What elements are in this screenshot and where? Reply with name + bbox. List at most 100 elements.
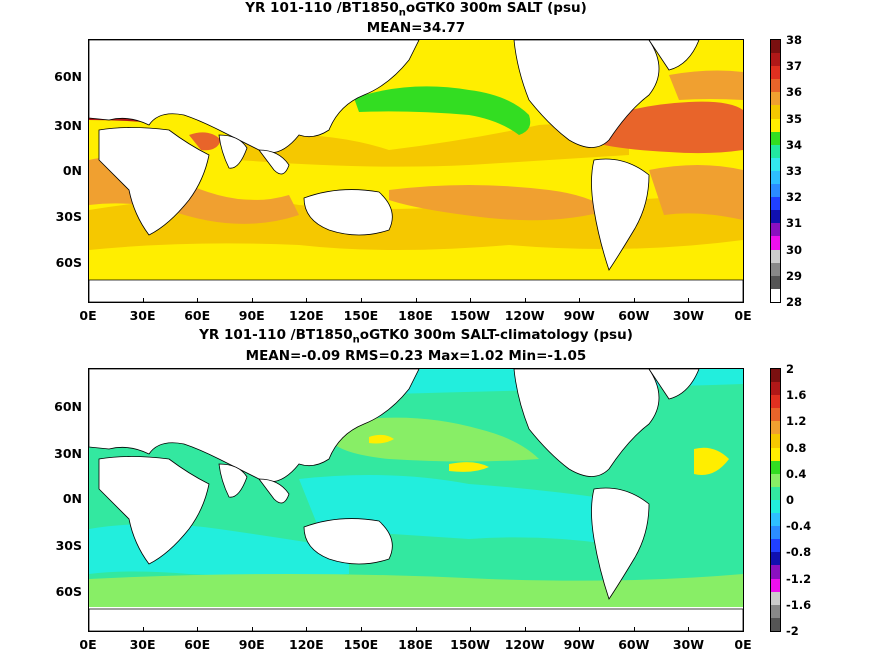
colorbar-swatch	[771, 591, 780, 605]
colorbar-swatch	[771, 447, 780, 461]
colorbar-label: 0.4	[786, 466, 807, 481]
lon-label: 90W	[563, 637, 595, 652]
lat-label: 60N	[54, 399, 82, 414]
lon-tick	[88, 627, 89, 632]
lon-tick	[470, 627, 472, 632]
lon-tick	[579, 298, 581, 303]
colorbar-swatch	[771, 369, 780, 383]
colorbar-swatch	[771, 486, 780, 500]
lon-label: 150W	[450, 637, 491, 652]
colorbar-label: 29	[786, 268, 803, 283]
lon-tick	[579, 627, 581, 632]
colorbar-top	[770, 39, 781, 303]
lat-label: 60S	[55, 584, 82, 599]
lon-label: 30W	[672, 308, 704, 323]
lon-label: 120W	[504, 637, 545, 652]
lon-label: 150W	[450, 308, 491, 323]
lat-label: 60S	[55, 255, 82, 270]
lon-tick	[688, 298, 690, 303]
lon-tick	[197, 298, 199, 303]
lon-label: 90E	[238, 308, 265, 323]
colorbar-label: 33	[786, 164, 803, 178]
colorbar-label: 35	[786, 111, 803, 126]
lon-label: 0E	[79, 308, 97, 323]
lon-tick	[251, 298, 253, 303]
lon-label: 30W	[672, 637, 704, 652]
colorbar-swatch	[771, 40, 780, 54]
lon-label: 90E	[238, 637, 265, 652]
colorbar-swatch	[771, 408, 780, 422]
colorbar-swatch	[771, 473, 780, 487]
colorbar-swatch	[771, 223, 780, 237]
lon-tick	[306, 298, 308, 303]
salinity-map-top	[88, 39, 744, 303]
colorbar-label: 1.6	[786, 388, 807, 403]
lon-label: 30E	[129, 308, 156, 323]
colorbar-label: 1.2	[786, 414, 807, 429]
lon-tick	[415, 298, 417, 303]
lon-tick	[142, 627, 144, 632]
lat-label: 30N	[54, 118, 82, 133]
colorbar-swatch	[771, 395, 780, 409]
colorbar-swatch	[771, 170, 780, 185]
colorbar-swatch	[771, 105, 780, 119]
colorbar-swatch	[771, 131, 780, 145]
colorbar-swatch	[771, 262, 780, 276]
colorbar-swatch	[771, 526, 780, 540]
lon-tick	[360, 627, 362, 632]
lon-label: 0E	[734, 637, 752, 652]
colorbar-swatch	[771, 552, 780, 566]
colorbar-label: -1.6	[786, 597, 812, 612]
colorbar-swatch	[771, 604, 780, 618]
map-stats-top: MEAN=34.77	[366, 20, 466, 36]
lat-label: 30S	[55, 538, 82, 553]
lon-label: 0E	[79, 637, 97, 652]
colorbar-swatch	[771, 249, 780, 263]
lon-label: 120E	[289, 637, 324, 652]
colorbar-swatch	[771, 236, 780, 250]
colorbar-label: 36	[786, 85, 803, 100]
colorbar-label: -0.4	[786, 519, 812, 534]
lon-tick	[415, 627, 417, 632]
colorbar-swatch	[771, 79, 780, 93]
colorbar-swatch	[771, 275, 780, 289]
lon-tick	[633, 298, 635, 303]
lon-tick	[360, 298, 362, 303]
lon-label: 120E	[289, 308, 324, 323]
colorbar-swatch	[771, 144, 780, 158]
lon-tick	[633, 627, 635, 632]
lon-label: 30E	[129, 637, 156, 652]
salinity-diff-map-bottom	[88, 368, 744, 632]
lat-label: 30S	[55, 209, 82, 224]
map-stats-bottom: MEAN=-0.09 RMS=0.23 Max=1.02 Min=-1.05	[245, 348, 587, 364]
lat-label: 30N	[54, 446, 82, 461]
colorbar-label: 0	[786, 493, 795, 507]
lon-label: 60E	[184, 637, 211, 652]
colorbar-swatch	[771, 92, 780, 106]
colorbar-swatch	[771, 53, 780, 67]
lon-label: 60W	[618, 637, 650, 652]
colorbar-swatch	[771, 499, 780, 514]
colorbar-label: -0.8	[786, 545, 812, 560]
colorbar-label: 37	[786, 59, 803, 74]
lat-label: 0N	[62, 491, 82, 506]
map-title-top: YR 101-110 /BT1850noGTK0 300m SALT (psu)	[245, 0, 587, 19]
colorbar-swatch	[771, 513, 780, 527]
lon-tick	[743, 627, 744, 632]
colorbar-swatch	[771, 578, 780, 592]
colorbar-swatch	[771, 118, 780, 132]
colorbar-label: 38	[786, 33, 803, 47]
colorbar-label: 31	[786, 216, 803, 231]
colorbar-swatch	[771, 210, 780, 224]
lon-tick	[142, 298, 144, 303]
colorbar-label: 30	[786, 242, 803, 257]
colorbar-swatch	[771, 565, 780, 579]
lon-label: 120W	[504, 308, 545, 323]
lon-label: 60E	[184, 308, 211, 323]
lon-label: 180E	[398, 637, 433, 652]
lon-tick	[88, 298, 89, 303]
colorbar-swatch	[771, 157, 780, 171]
lat-label: 0N	[62, 163, 82, 178]
map-title-bottom: YR 101-110 /BT1850noGTK0 300m SALT-clima…	[199, 327, 633, 346]
colorbar-swatch	[771, 197, 780, 211]
